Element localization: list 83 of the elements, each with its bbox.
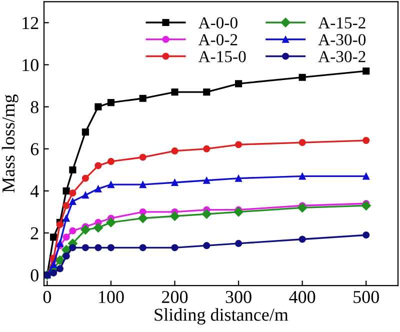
- point: [56, 265, 64, 272]
- legend-label: A-0-0: [198, 17, 238, 28]
- point: [138, 213, 148, 224]
- y-tick-label: 0: [30, 269, 38, 282]
- point: [62, 202, 70, 210]
- point: [171, 88, 178, 96]
- point: [80, 224, 90, 235]
- point: [56, 221, 64, 228]
- y-tick-label: 10: [22, 58, 38, 72]
- point: [107, 244, 115, 252]
- point: [298, 236, 306, 243]
- point: [234, 240, 242, 248]
- point: [203, 88, 210, 96]
- point: [50, 269, 58, 276]
- point: [171, 178, 178, 186]
- y-tick-label: 6: [30, 143, 39, 156]
- point: [69, 198, 76, 205]
- x-axis-title: Sliding distance/m: [154, 308, 288, 325]
- point: [94, 244, 102, 252]
- point: [69, 244, 76, 252]
- x-tick-label: 500: [354, 290, 379, 304]
- point: [297, 202, 308, 213]
- point: [50, 260, 58, 268]
- legend-label: A-15-2: [318, 17, 366, 28]
- point: [69, 227, 76, 234]
- x-tick-label: 400: [289, 290, 316, 304]
- point: [82, 244, 90, 252]
- point: [234, 207, 244, 217]
- point: [107, 158, 115, 166]
- y-tick-label: 4: [30, 185, 39, 198]
- point: [139, 181, 146, 188]
- point: [362, 136, 370, 144]
- y-tick-label: 2: [30, 227, 38, 240]
- point: [107, 99, 115, 106]
- point: [361, 200, 371, 210]
- point: [94, 185, 102, 192]
- y-tick-label: 12: [22, 16, 38, 29]
- point: [362, 68, 370, 75]
- legend-label: A-15-0: [198, 51, 246, 62]
- point: [69, 166, 76, 174]
- point: [82, 192, 90, 199]
- legend-label: A-0-2: [198, 34, 238, 46]
- point: [203, 176, 210, 184]
- point: [139, 154, 146, 161]
- point: [94, 162, 102, 170]
- y-axis-title: Mass loss/mg: [2, 94, 18, 192]
- point: [298, 138, 306, 146]
- y-tick-label: 8: [30, 101, 38, 114]
- point: [203, 145, 210, 152]
- point: [62, 252, 70, 260]
- point: [362, 232, 370, 239]
- point: [298, 172, 306, 180]
- point: [234, 174, 242, 182]
- point: [93, 222, 104, 233]
- point: [94, 103, 102, 110]
- x-tick-label: 200: [162, 290, 188, 304]
- point: [82, 174, 90, 182]
- point: [298, 74, 306, 81]
- point: [62, 214, 70, 222]
- legend-label: A-30-0: [318, 34, 366, 46]
- point: [62, 234, 70, 241]
- point: [50, 234, 58, 241]
- point: [170, 211, 180, 221]
- point: [56, 240, 64, 248]
- point: [362, 172, 370, 180]
- point: [107, 181, 115, 188]
- x-tick-label: 300: [226, 290, 252, 304]
- point: [139, 244, 146, 252]
- point: [82, 128, 90, 136]
- point: [69, 189, 76, 197]
- point: [106, 218, 116, 228]
- point: [203, 242, 210, 250]
- point: [171, 147, 178, 154]
- point: [202, 209, 212, 219]
- point: [139, 94, 146, 102]
- point: [234, 80, 242, 88]
- point: [55, 255, 65, 266]
- x-tick-label: 0: [43, 290, 52, 304]
- point: [62, 187, 70, 194]
- point: [171, 244, 178, 252]
- legend-label: A-30-2: [318, 51, 366, 62]
- x-tick-label: 100: [99, 290, 124, 304]
- point: [234, 141, 242, 148]
